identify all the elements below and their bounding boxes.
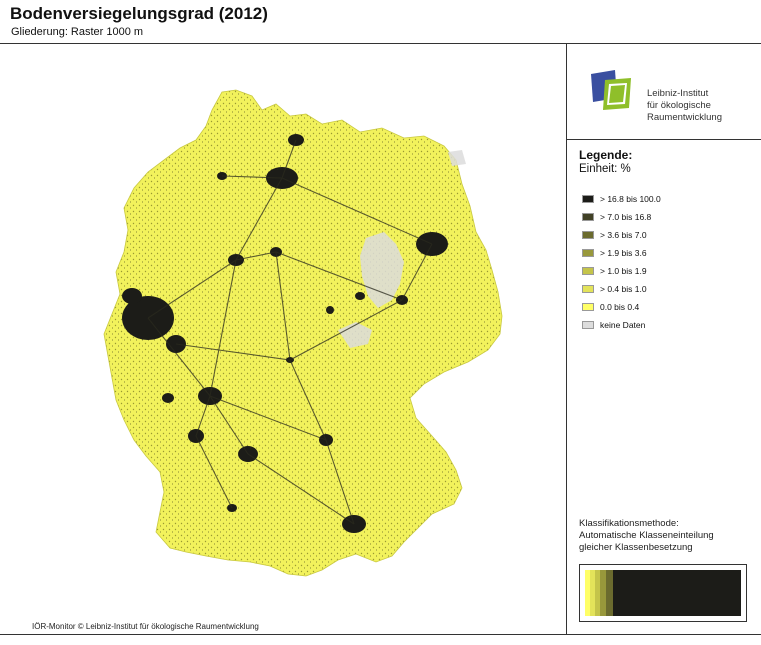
legend-swatch [582,213,594,221]
germany-map[interactable] [0,44,566,634]
legend-swatch [582,303,594,311]
bar-segment [590,570,595,616]
legend-swatch [582,249,594,257]
legend-label: > 7.0 bis 16.8 [600,212,652,222]
legend-swatch [582,195,594,203]
legend-unit: Einheit: % [579,163,631,175]
map-credit: IÖR-Monitor © Leibniz-Institut für ökolo… [32,622,259,631]
map-title: Bodenversiegelungsgrad (2012) [10,4,268,23]
bar-segment [600,570,606,616]
legend-label: > 0.4 bis 1.0 [600,284,647,294]
distribution-bar-svg [585,570,741,616]
institute-name-line: Leibniz-Institut [647,88,709,99]
legend-item: > 16.8 bis 100.0 [582,190,661,208]
map-svg [103,89,503,577]
institute-name-line: Raumentwicklung [647,112,722,123]
legend-item: > 3.6 bis 7.0 [582,226,661,244]
legend-swatch [582,321,594,329]
map-subtitle: Gliederung: Raster 1000 m [11,26,144,38]
map-frame [0,43,761,635]
network-lines [147,139,433,525]
germany-shape [103,89,503,577]
legend-item: keine Daten [582,316,661,334]
institute-name-line: für ökologische [647,100,711,111]
no-data-area [360,232,404,308]
bar-segment [606,570,613,616]
legend-item: > 0.4 bis 1.0 [582,280,661,298]
ioer-logo-icon [591,70,631,110]
legend-label: > 3.6 bis 7.0 [600,230,647,240]
method-line: gleicher Klassenbesetzung [579,542,693,553]
institute-name: Leibniz-Institut für ökologische Raument… [647,88,722,124]
legend-swatch [582,285,594,293]
class-distribution-bar [579,564,747,622]
classification-method: Klassifikationsmethode: Automatische Kla… [579,518,714,554]
legend-label: > 1.9 bis 3.6 [600,248,647,258]
bar-segment [613,570,741,616]
legend-item: 0.0 bis 0.4 [582,298,661,316]
method-line: Automatische Klasseneinteilung [579,530,714,541]
legend-swatch [582,231,594,239]
no-data-area [448,150,466,166]
legend-label: > 1.0 bis 1.9 [600,266,647,276]
legend-swatch [582,267,594,275]
legend-title: Legende: [579,148,633,162]
method-line: Klassifikationsmethode: [579,518,679,529]
bar-segment [595,570,600,616]
institute-logo-panel: Leibniz-Institut für ökologische Raument… [567,44,761,140]
legend-label: 0.0 bis 0.4 [600,302,640,312]
legend-item: > 1.0 bis 1.9 [582,262,661,280]
legend-item: > 1.9 bis 3.6 [582,244,661,262]
legend-label: keine Daten [600,320,646,330]
legend-label: > 16.8 bis 100.0 [600,194,661,204]
bar-segment [585,570,590,616]
legend-list: > 16.8 bis 100.0 > 7.0 bis 16.8 > 3.6 bi… [582,190,661,334]
panel-divider [566,43,567,635]
no-data-area [338,322,372,348]
legend-item: > 7.0 bis 16.8 [582,208,661,226]
